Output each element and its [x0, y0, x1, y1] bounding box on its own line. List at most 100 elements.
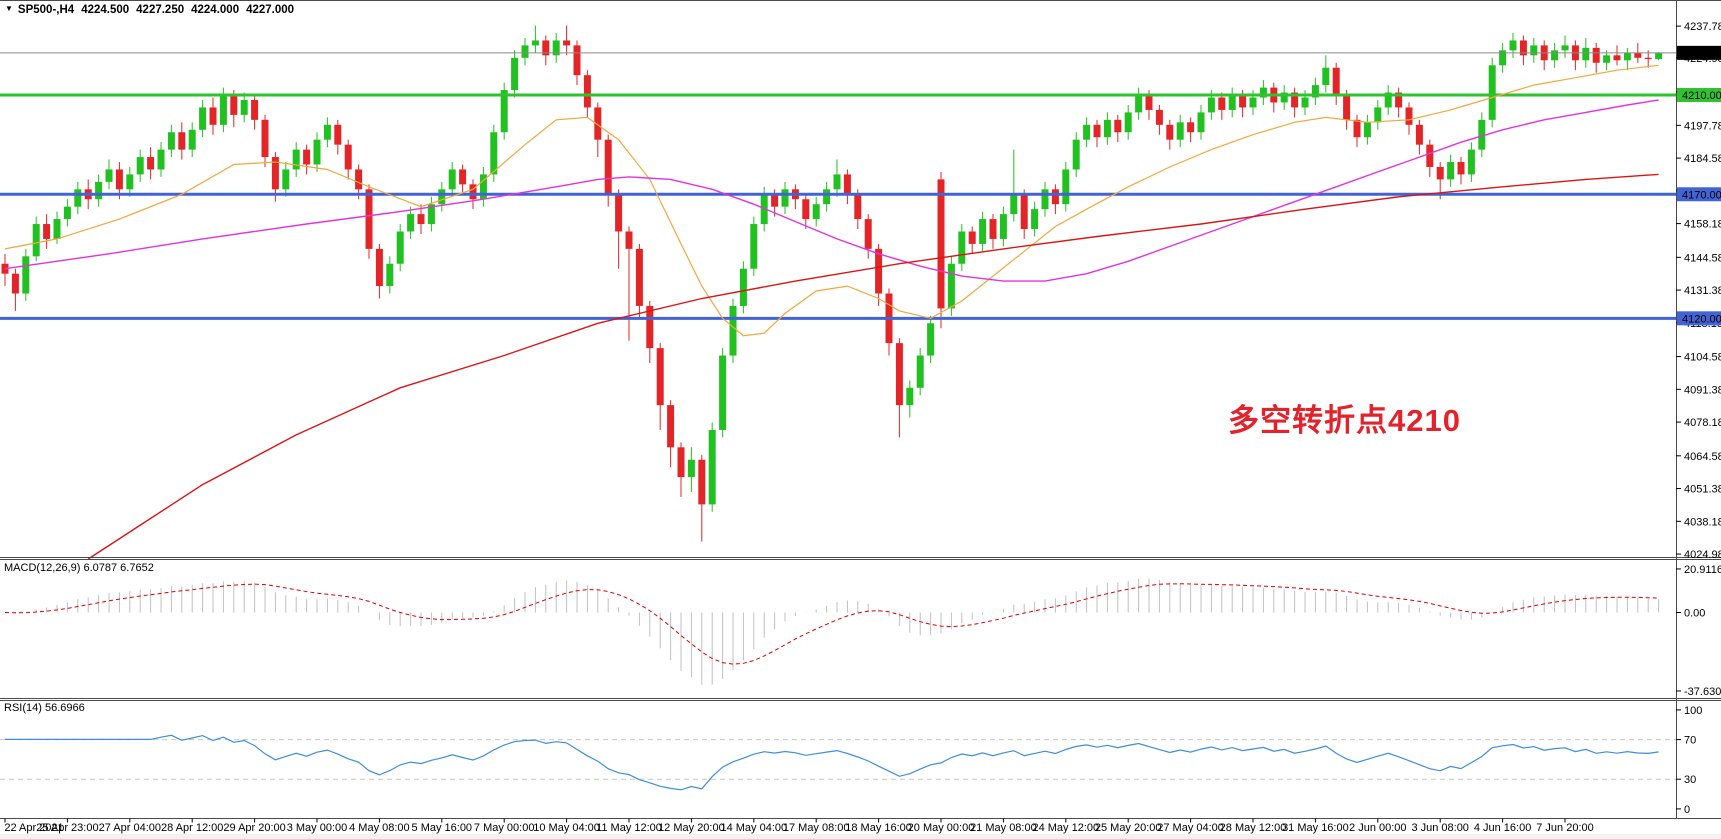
candle-body	[396, 231, 404, 264]
candle-body	[292, 149, 300, 170]
price-badge-label: 4227.000	[1682, 48, 1721, 60]
candle-body	[32, 224, 40, 257]
candle	[1353, 114, 1361, 148]
candle	[1426, 139, 1434, 177]
candle	[1395, 87, 1403, 118]
candle-body	[375, 248, 383, 287]
candle-body	[1655, 52, 1663, 60]
time-tick-label: 2 Jun 00:00	[1349, 822, 1407, 834]
candle	[781, 181, 789, 215]
candle-body	[947, 263, 955, 309]
candle	[698, 454, 706, 542]
candle-body	[635, 248, 643, 306]
candle	[1457, 157, 1465, 185]
candle	[1530, 37, 1538, 63]
candle	[1114, 114, 1122, 143]
candle	[521, 37, 529, 66]
candle-body	[1135, 95, 1143, 113]
macd-tick-label: 20.9116	[1684, 564, 1721, 576]
candle	[667, 400, 675, 468]
candle	[1, 253, 9, 287]
rsi-axis: 100 70 30 0	[1676, 705, 1702, 816]
price-badge-label: 4170.000	[1682, 189, 1721, 201]
time-tick-label: 22 Apr 2021	[4, 822, 63, 834]
candle-body	[407, 214, 415, 232]
candle-body	[323, 124, 331, 140]
candle-body	[1041, 189, 1049, 210]
candle	[1259, 80, 1267, 105]
price-axis[interactable]: 4237.7804224.9804211.3804197.7804184.580…	[1676, 21, 1721, 561]
candle-body	[511, 57, 519, 91]
candle-body	[1530, 45, 1538, 56]
chart-annotation-text[interactable]: 多空转折点4210	[1228, 403, 1461, 438]
candle	[386, 256, 394, 294]
candle	[1332, 62, 1340, 105]
candle-body	[219, 95, 227, 125]
candle-body	[11, 273, 19, 294]
candle	[656, 343, 664, 430]
candle-body	[157, 149, 165, 170]
candle-body	[937, 179, 945, 309]
candle-body	[1582, 47, 1590, 61]
candle-body	[1249, 97, 1257, 108]
candle	[375, 243, 383, 299]
time-tick-label: 27 Apr 04:00	[99, 822, 161, 834]
candle	[500, 82, 508, 140]
macd-panel	[4, 578, 1660, 685]
candle	[1187, 117, 1195, 143]
macd-tick-label: 0.00	[1684, 608, 1705, 620]
candle-body	[313, 139, 321, 165]
candle	[43, 214, 51, 249]
candle	[937, 171, 945, 329]
time-tick-label: 7 Jun 20:00	[1536, 822, 1594, 834]
time-tick-label: 3 Jun 08:00	[1411, 822, 1469, 834]
candle-body	[864, 219, 872, 249]
candle	[407, 206, 415, 239]
candle-body	[875, 248, 883, 294]
candle-body	[646, 305, 654, 349]
price-badge-level-4170: 4170.000	[1677, 187, 1721, 202]
candle-body	[1124, 112, 1132, 133]
candle	[854, 189, 862, 230]
candle	[1623, 47, 1631, 71]
candle	[979, 211, 987, 252]
time-tick-label: 28 May 12:00	[1220, 822, 1287, 834]
ohlc-open: 4224.500	[81, 4, 130, 16]
price-tick-label: 4038.180	[1684, 516, 1721, 528]
candle	[927, 315, 935, 363]
candle	[479, 166, 487, 207]
price-badge-label: 4120.000	[1682, 313, 1721, 325]
candle-body	[1062, 169, 1070, 205]
candle-body	[126, 174, 134, 190]
candle	[313, 132, 321, 172]
candle-body	[1426, 144, 1434, 167]
time-tick-label: 25 Apr 23:00	[36, 822, 98, 834]
time-tick-label: 28 Apr 12:00	[161, 822, 223, 834]
candle-body	[43, 224, 51, 239]
candle-body	[1519, 40, 1527, 56]
candle-body	[1436, 166, 1444, 180]
candle-body	[895, 343, 903, 406]
ma-mid-magenta	[4, 99, 1659, 282]
ohlc-close: 4227.000	[246, 4, 295, 16]
rsi-tick-label: 70	[1684, 735, 1696, 747]
candle	[1228, 87, 1236, 118]
time-tick-label: 14 May 04:00	[720, 822, 787, 834]
macd-tick-label: -37.6302	[1684, 686, 1721, 698]
candle-body	[1176, 122, 1184, 140]
time-tick-label: 7 May 00:00	[474, 822, 535, 834]
bottom-strip	[0, 834, 1721, 839]
time-tick-label: 5 May 16:00	[412, 822, 473, 834]
candle-body	[958, 231, 966, 264]
candle	[1561, 35, 1569, 58]
symbol-info-bar: ▼ SP500-,H4 4224.500 4227.250 4224.000 4227.0…	[5, 4, 301, 16]
candle	[292, 142, 300, 177]
candle-body	[1395, 92, 1403, 108]
collapse-arrow-icon[interactable]: ▼	[5, 4, 13, 13]
candle-body	[625, 231, 633, 249]
candle-body	[979, 219, 987, 244]
candle-body	[552, 40, 560, 56]
